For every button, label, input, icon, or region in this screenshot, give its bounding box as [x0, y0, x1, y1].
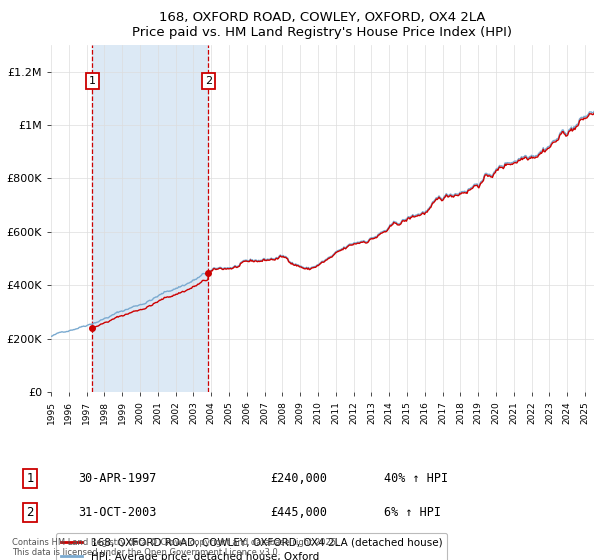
Legend: 168, OXFORD ROAD, COWLEY, OXFORD, OX4 2LA (detached house), HPI: Average price, : 168, OXFORD ROAD, COWLEY, OXFORD, OX4 2L… — [56, 533, 448, 560]
Text: 31-OCT-2003: 31-OCT-2003 — [78, 506, 157, 519]
Title: 168, OXFORD ROAD, COWLEY, OXFORD, OX4 2LA
Price paid vs. HM Land Registry's Hous: 168, OXFORD ROAD, COWLEY, OXFORD, OX4 2L… — [133, 11, 512, 39]
Text: 2: 2 — [26, 506, 34, 519]
Bar — [92, 45, 208, 392]
Text: 1: 1 — [89, 76, 96, 86]
Text: Contains HM Land Registry data © Crown copyright and database right 2025.
This d: Contains HM Land Registry data © Crown c… — [12, 538, 338, 557]
Text: 30-APR-1997: 30-APR-1997 — [78, 472, 157, 486]
Text: £240,000: £240,000 — [270, 472, 327, 486]
Text: 6% ↑ HPI: 6% ↑ HPI — [384, 506, 441, 519]
Text: £445,000: £445,000 — [270, 506, 327, 519]
Text: 40% ↑ HPI: 40% ↑ HPI — [384, 472, 448, 486]
Text: 2: 2 — [205, 76, 212, 86]
Text: 1: 1 — [26, 472, 34, 486]
